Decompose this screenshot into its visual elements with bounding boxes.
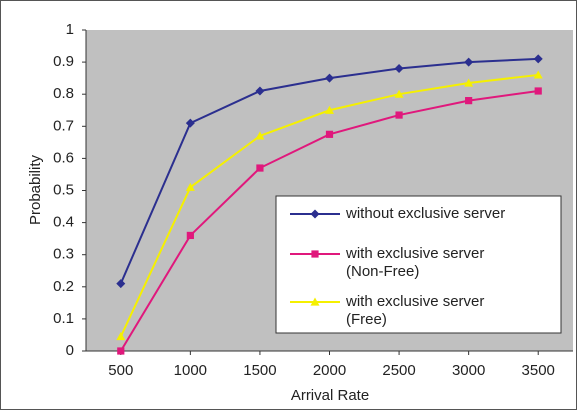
marker: [394, 89, 404, 98]
marker: [186, 231, 194, 240]
y-tick-label: 0.2: [53, 278, 74, 295]
legend-label: without exclusive server: [346, 205, 506, 222]
legend-label: with exclusive server (Free): [346, 293, 485, 328]
marker: [116, 332, 126, 341]
x-tick-label: 3500: [522, 362, 555, 379]
y-tick-label: 0: [66, 342, 74, 359]
y-tick-label: 1: [66, 21, 74, 38]
y-tick-label: 0.8: [53, 85, 74, 102]
y-tick-label: 0.9: [53, 53, 74, 70]
x-tick-label: 500: [108, 362, 133, 379]
y-axis-title: Probability: [27, 154, 44, 225]
x-tick-label: 1500: [243, 362, 276, 379]
marker: [311, 250, 319, 258]
x-tick-label: 2000: [313, 362, 346, 379]
marker: [310, 297, 320, 306]
marker: [255, 131, 265, 140]
marker: [185, 182, 195, 191]
y-tick-label: 0.7: [53, 117, 74, 134]
y-tick-label: 0.3: [53, 246, 74, 263]
marker: [534, 87, 542, 95]
legend-label: with exclusive server (Non-Free): [346, 245, 485, 280]
marker: [185, 118, 195, 128]
marker: [256, 164, 264, 172]
marker: [533, 54, 543, 64]
marker: [116, 279, 126, 289]
x-axis-title: Arrival Rate: [291, 387, 369, 404]
marker: [117, 347, 125, 355]
y-tick-label: 0.4: [53, 214, 74, 231]
legend-box: [275, 195, 562, 334]
marker: [394, 64, 404, 74]
x-tick-label: 1000: [174, 362, 207, 379]
x-tick-label: 3000: [452, 362, 485, 379]
marker: [325, 105, 334, 114]
y-tick-label: 0.5: [53, 181, 74, 198]
marker: [464, 78, 474, 87]
marker: [464, 57, 474, 67]
y-tick-label: 0.6: [53, 149, 74, 166]
marker: [325, 130, 334, 138]
marker: [325, 73, 334, 83]
y-tick-label: 0.1: [53, 310, 74, 327]
x-tick-label: 2500: [382, 362, 415, 379]
marker: [465, 97, 473, 105]
marker: [395, 111, 403, 119]
marker: [255, 86, 265, 96]
marker: [310, 209, 320, 219]
marker: [533, 70, 543, 79]
